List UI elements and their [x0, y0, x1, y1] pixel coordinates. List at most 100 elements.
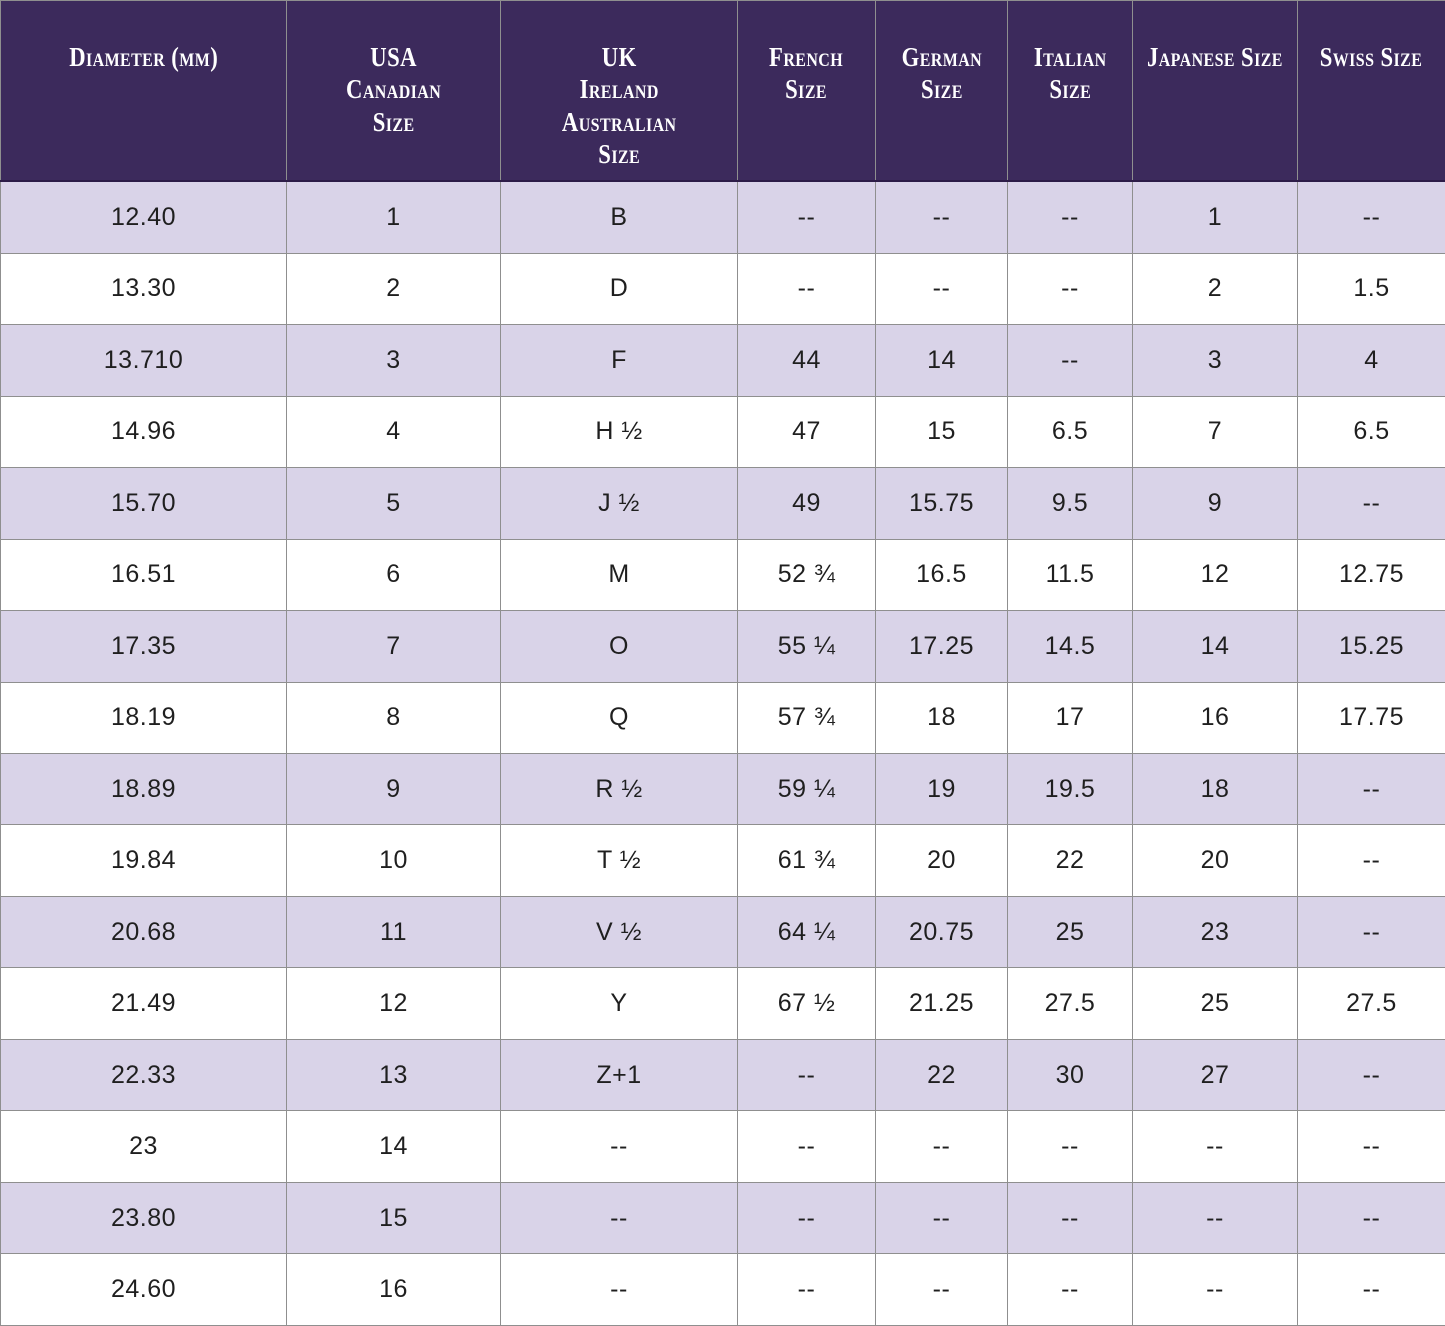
- table-cell: 27.5: [1297, 967, 1445, 1040]
- table-cell: --: [1132, 1253, 1298, 1326]
- table-cell: O: [500, 610, 738, 683]
- table-cell: --: [737, 252, 876, 326]
- table-cell: F: [500, 324, 738, 397]
- column-header-label: Diameter (mm): [68, 42, 218, 72]
- table-cell: --: [1297, 1110, 1445, 1183]
- table-cell: 18: [875, 681, 1008, 755]
- table-cell: 17.35: [0, 610, 287, 683]
- column-header-label: Japanese Size: [1147, 42, 1283, 72]
- table-cell: --: [875, 180, 1008, 254]
- table-cell: --: [737, 1038, 876, 1112]
- table-cell: V ½: [500, 895, 738, 969]
- table-cell: --: [737, 180, 876, 254]
- table-cell: --: [1297, 1181, 1445, 1255]
- table-cell: 13: [286, 1038, 501, 1112]
- table-cell: 25: [1007, 895, 1133, 969]
- table-cell: 13.710: [0, 324, 287, 397]
- table-cell: 12: [286, 967, 501, 1040]
- table-cell: --: [875, 1181, 1008, 1255]
- table-cell: --: [1297, 180, 1445, 254]
- table-cell: 4: [286, 395, 501, 469]
- table-row: 22.33 13 Z+1 -- 22 30 27 --: [0, 1038, 1445, 1112]
- table-cell: 12.75: [1297, 538, 1445, 612]
- table-cell: --: [1132, 1110, 1298, 1183]
- table-cell: 18: [1132, 752, 1298, 826]
- table-row: 16.51 6 M 52 ¾ 16.5 11.5 12 12.75: [0, 538, 1445, 612]
- table-cell: --: [1297, 824, 1445, 897]
- table-cell: --: [875, 252, 1008, 326]
- table-cell: 3: [286, 324, 501, 397]
- table-cell: 19.84: [0, 824, 287, 897]
- table-row: 18.89 9 R ½ 59 ¼ 19 19.5 18 --: [0, 752, 1445, 826]
- table-cell: Y: [500, 967, 738, 1040]
- table-cell: 27: [1132, 1038, 1298, 1112]
- table-header: Diameter (mm) USA Canadian Size UK Irela…: [0, 0, 1445, 182]
- table-cell: --: [1297, 1038, 1445, 1112]
- table-cell: 59 ¼: [737, 752, 876, 826]
- table-cell: 23.80: [0, 1181, 287, 1255]
- table-cell: 10: [286, 824, 501, 897]
- table-cell: 20.75: [875, 895, 1008, 969]
- column-header-italian: Italian Size: [1007, 0, 1133, 182]
- table-cell: --: [1007, 1110, 1133, 1183]
- table-cell: 18.89: [0, 752, 287, 826]
- column-header-label: Italian Size: [1033, 42, 1107, 105]
- table-cell: 20: [1132, 824, 1298, 897]
- table-cell: 12: [1132, 538, 1298, 612]
- table-cell: 17.25: [875, 610, 1008, 683]
- table-cell: 57 ¾: [737, 681, 876, 755]
- column-header-japanese: Japanese Size: [1132, 0, 1298, 182]
- table-cell: --: [1007, 252, 1133, 326]
- table-body: 12.40 1 B -- -- -- 1 -- 13.30 2 D -- -- -- 2 1.5 13.710 3…: [0, 180, 1445, 1326]
- table-cell: --: [500, 1110, 738, 1183]
- table-row: 17.35 7 O 55 ¼ 17.25 14.5 14 15.25: [0, 610, 1445, 683]
- table-cell: 13.30: [0, 252, 287, 326]
- table-cell: 20: [875, 824, 1008, 897]
- table-cell: --: [875, 1110, 1008, 1183]
- table-cell: 6.5: [1297, 395, 1445, 469]
- table-cell: --: [875, 1253, 1008, 1326]
- table-cell: 6: [286, 538, 501, 612]
- table-cell: 9: [286, 752, 501, 826]
- table-cell: 15: [286, 1181, 501, 1255]
- table-cell: 22: [1007, 824, 1133, 897]
- table-cell: 61 ¾: [737, 824, 876, 897]
- table-cell: 67 ½: [737, 967, 876, 1040]
- table-cell: --: [1007, 1253, 1133, 1326]
- table-row: 20.68 11 V ½ 64 ¼ 20.75 25 23 --: [0, 895, 1445, 969]
- table-cell: Z+1: [500, 1038, 738, 1112]
- table-cell: 14.5: [1007, 610, 1133, 683]
- table-cell: 15.25: [1297, 610, 1445, 683]
- table-cell: 6.5: [1007, 395, 1133, 469]
- table-cell: 14: [1132, 610, 1298, 683]
- table-cell: 15.75: [875, 467, 1008, 540]
- table-row: 18.19 8 Q 57 ¾ 18 17 16 17.75: [0, 681, 1445, 755]
- table-cell: M: [500, 538, 738, 612]
- table-cell: 19: [875, 752, 1008, 826]
- table-cell: 20.68: [0, 895, 287, 969]
- table-cell: 22.33: [0, 1038, 287, 1112]
- column-header-label: UK Ireland Australian Size: [561, 42, 677, 170]
- column-header-french: French Size: [737, 0, 876, 182]
- table-cell: 21.25: [875, 967, 1008, 1040]
- table-cell: 52 ¾: [737, 538, 876, 612]
- table-cell: 7: [286, 610, 501, 683]
- table-cell: 17.75: [1297, 681, 1445, 755]
- table-cell: --: [500, 1181, 738, 1255]
- table-cell: 1: [286, 180, 501, 254]
- table-cell: 16.51: [0, 538, 287, 612]
- table-cell: R ½: [500, 752, 738, 826]
- table-cell: 23: [1132, 895, 1298, 969]
- table-cell: 27.5: [1007, 967, 1133, 1040]
- table-cell: 14.96: [0, 395, 287, 469]
- column-header-diameter: Diameter (mm): [0, 0, 287, 182]
- column-header-label: German Size: [901, 42, 982, 105]
- table-row: 12.40 1 B -- -- -- 1 --: [0, 180, 1445, 254]
- column-header-swiss: Swiss Size: [1297, 0, 1445, 182]
- table-cell: 22: [875, 1038, 1008, 1112]
- table-cell: --: [1007, 180, 1133, 254]
- table-cell: 47: [737, 395, 876, 469]
- table-row: 23 14 -- -- -- -- -- --: [0, 1110, 1445, 1183]
- table-cell: --: [500, 1253, 738, 1326]
- table-cell: --: [1132, 1181, 1298, 1255]
